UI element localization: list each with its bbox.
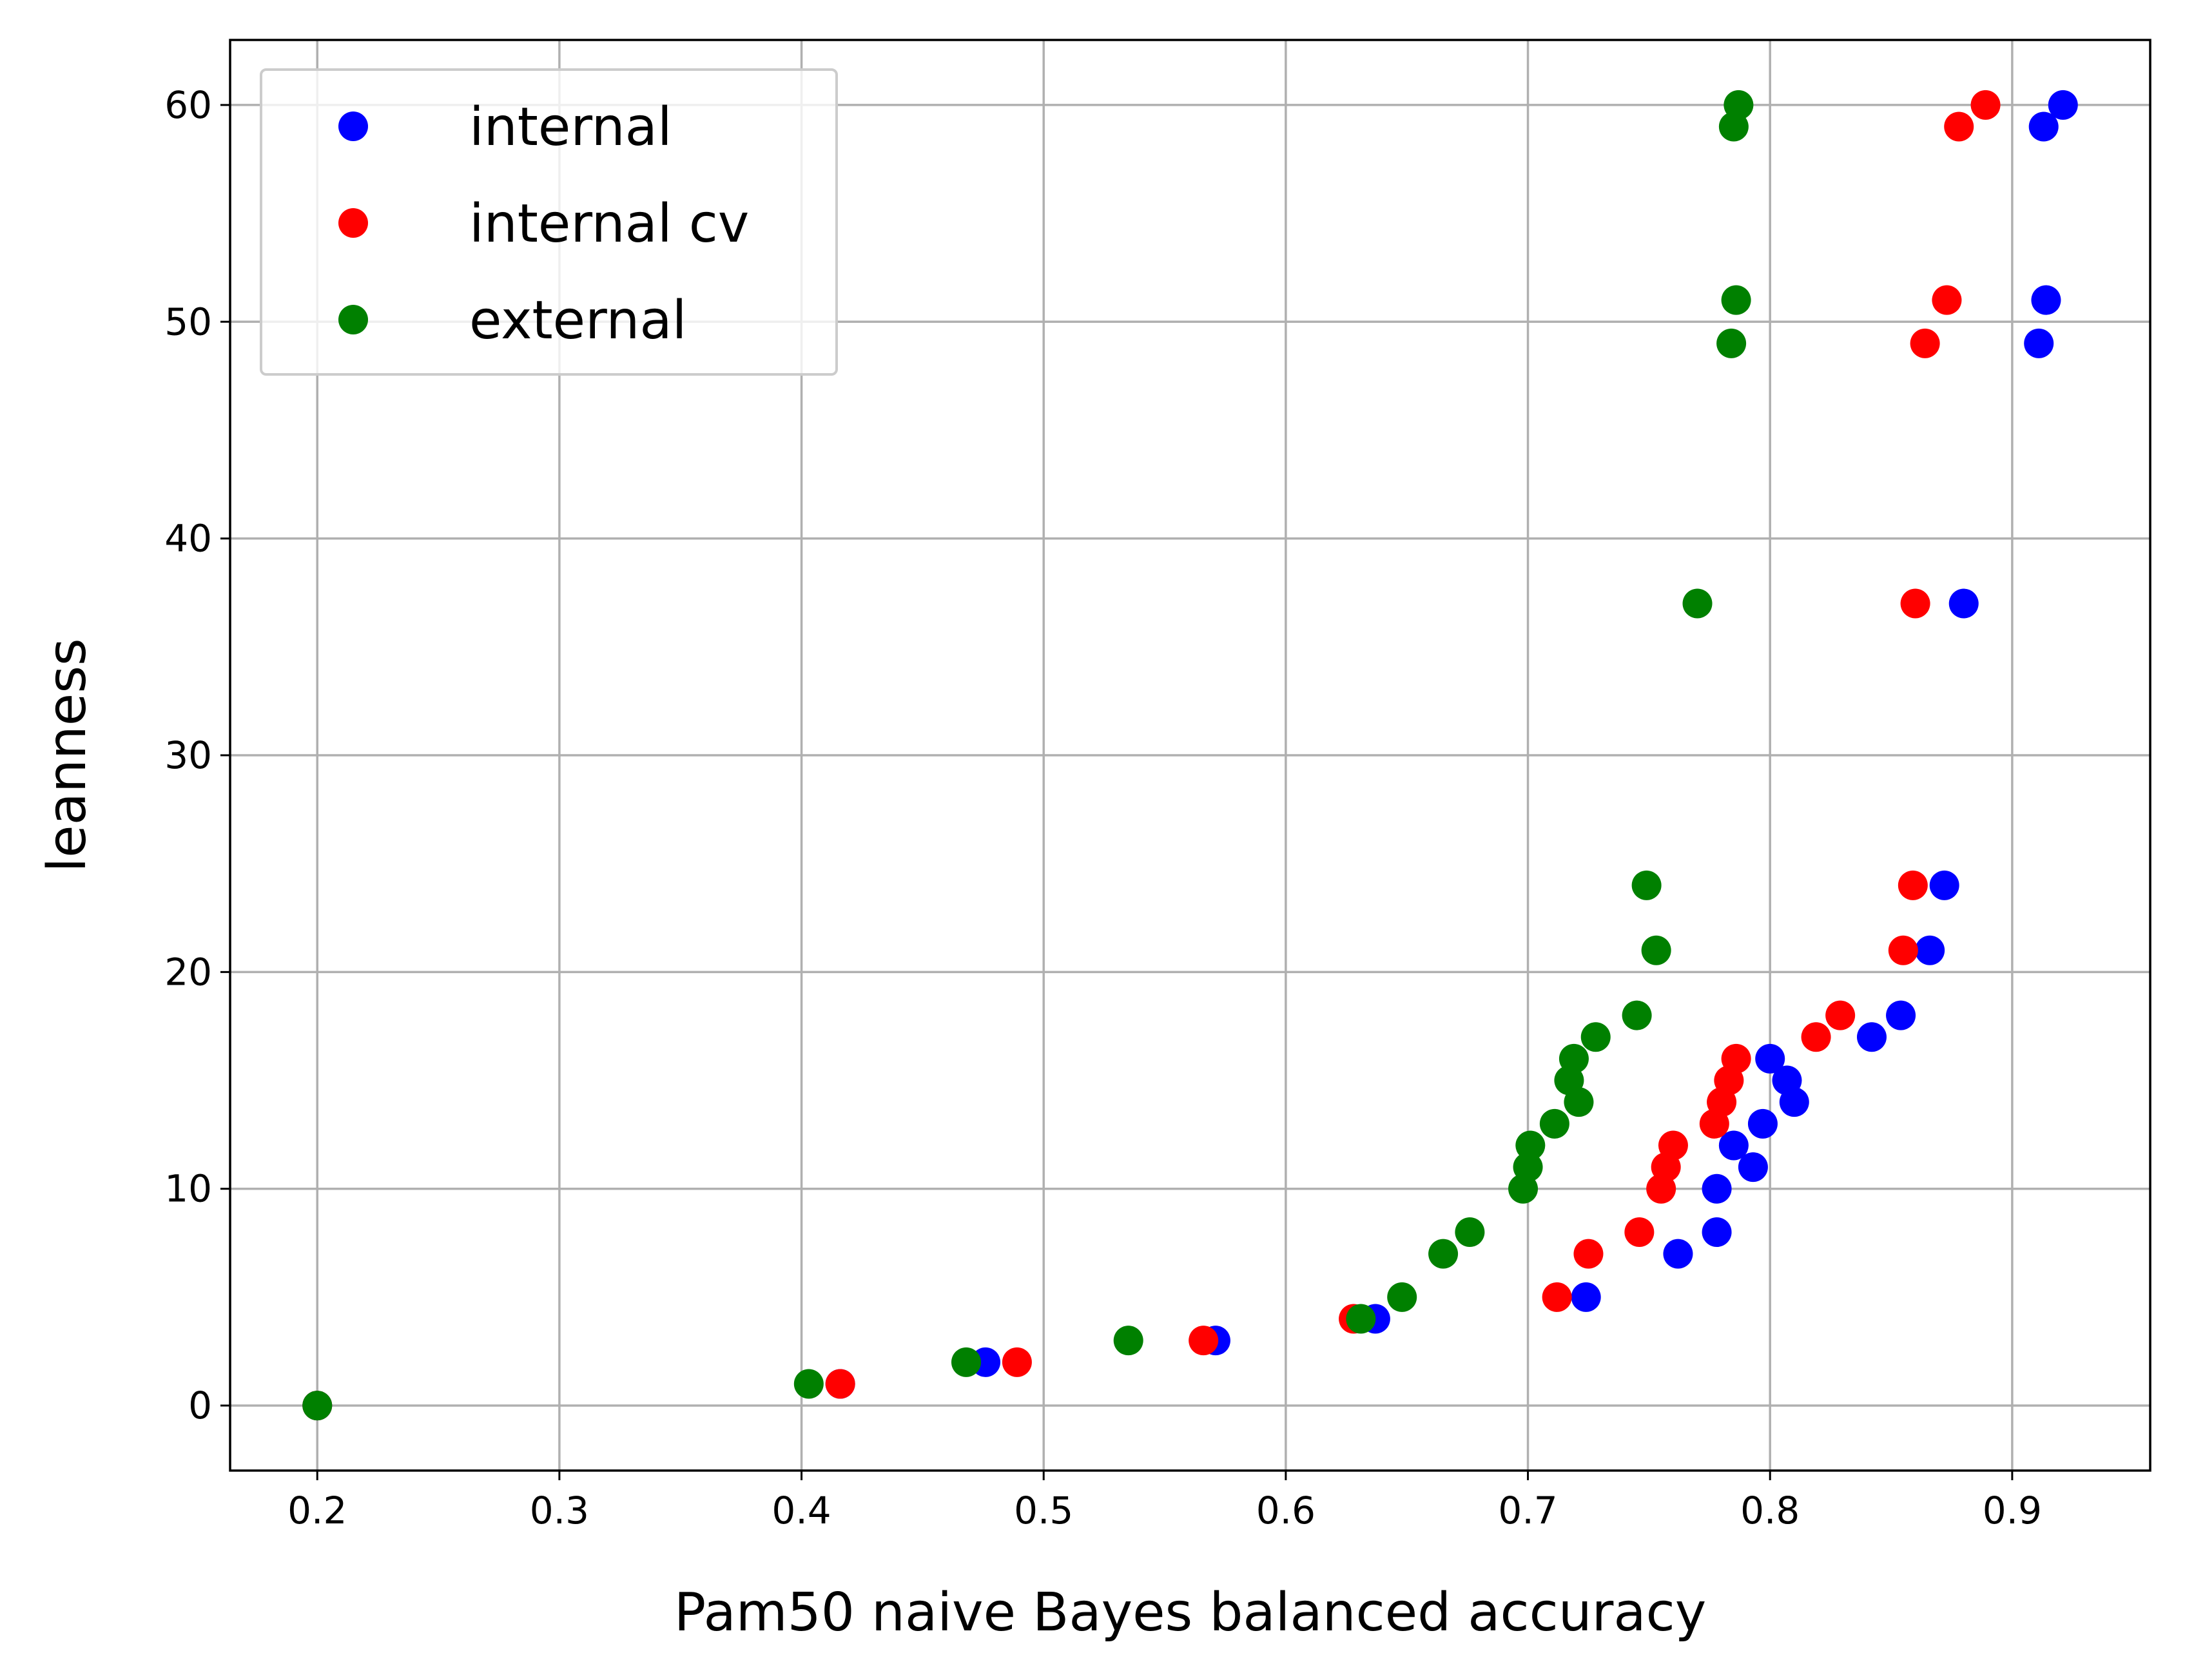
y-tick-label: 50 bbox=[164, 300, 212, 343]
data-point bbox=[1580, 1022, 1611, 1052]
data-point bbox=[1428, 1239, 1459, 1269]
legend-label: internal bbox=[469, 97, 672, 158]
data-point bbox=[793, 1369, 824, 1399]
data-point bbox=[1929, 870, 1959, 900]
data-point bbox=[1801, 1022, 1831, 1052]
series-internal-cv bbox=[302, 90, 2001, 1421]
data-point bbox=[1658, 1130, 1688, 1161]
y-axis-ticks: 0 10 20 30 40 50 60 bbox=[164, 83, 230, 1427]
data-point bbox=[2031, 285, 2061, 315]
data-point bbox=[1539, 1108, 1569, 1139]
legend-marker bbox=[338, 208, 368, 238]
data-point bbox=[1002, 1347, 1032, 1377]
data-point bbox=[2028, 111, 2059, 142]
data-point bbox=[1113, 1326, 1143, 1356]
data-point bbox=[1702, 1173, 1732, 1204]
data-point bbox=[1747, 1108, 1778, 1139]
y-axis-label: leanness bbox=[37, 638, 98, 872]
data-point bbox=[1915, 935, 1945, 965]
data-point bbox=[1948, 588, 1979, 619]
data-point bbox=[1886, 1000, 1916, 1030]
data-point bbox=[1455, 1217, 1485, 1247]
data-point bbox=[1346, 1304, 1376, 1334]
data-point bbox=[1716, 328, 1747, 358]
data-point bbox=[1898, 870, 1928, 900]
x-tick-label: 0.9 bbox=[1983, 1489, 2042, 1532]
data-point bbox=[1772, 1065, 1802, 1096]
series-external bbox=[302, 90, 1754, 1421]
y-tick-label: 10 bbox=[164, 1167, 212, 1211]
legend-label: internal cv bbox=[469, 193, 749, 255]
data-point bbox=[1559, 1043, 1589, 1074]
data-point bbox=[1932, 285, 1962, 315]
series-internal bbox=[302, 90, 2078, 1421]
x-tick-label: 0.4 bbox=[772, 1489, 831, 1532]
y-tick-label: 40 bbox=[164, 517, 212, 561]
x-tick-label: 0.2 bbox=[287, 1489, 347, 1532]
legend-item: internal cv bbox=[338, 193, 749, 255]
legend-item: external bbox=[338, 290, 686, 351]
data-point bbox=[1944, 111, 1974, 142]
data-point bbox=[1724, 90, 1754, 120]
data-point bbox=[1622, 1000, 1652, 1030]
data-point bbox=[1189, 1326, 1219, 1356]
data-point bbox=[1663, 1239, 1693, 1269]
y-tick-label: 30 bbox=[164, 733, 212, 777]
x-tick-label: 0.7 bbox=[1498, 1489, 1557, 1532]
legend-label: external bbox=[469, 290, 686, 351]
data-point bbox=[2024, 328, 2054, 358]
legend-marker bbox=[338, 111, 368, 141]
legend: internal internal cv external bbox=[260, 68, 838, 376]
data-point bbox=[1970, 90, 2001, 120]
data-point bbox=[1641, 935, 1671, 965]
data-point bbox=[1542, 1282, 1572, 1312]
data-point bbox=[2048, 90, 2078, 120]
data-point bbox=[1721, 285, 1751, 315]
x-axis-label: Pam50 naive Bayes balanced accuracy bbox=[674, 1582, 1707, 1643]
data-point bbox=[951, 1347, 982, 1377]
data-point bbox=[302, 1391, 333, 1421]
y-tick-label: 20 bbox=[164, 950, 212, 994]
legend-box bbox=[260, 68, 838, 376]
x-tick-label: 0.3 bbox=[530, 1489, 589, 1532]
data-point bbox=[1825, 1000, 1856, 1030]
data-points bbox=[302, 90, 2078, 1421]
y-tick-label: 0 bbox=[188, 1384, 212, 1427]
data-point bbox=[1573, 1239, 1604, 1269]
data-point bbox=[1721, 1043, 1751, 1074]
data-point bbox=[1571, 1282, 1601, 1312]
y-tick-label: 60 bbox=[164, 83, 212, 127]
data-point bbox=[1682, 588, 1713, 619]
data-point bbox=[1631, 870, 1662, 900]
legend-item: internal bbox=[338, 97, 672, 158]
data-point bbox=[1888, 935, 1918, 965]
data-point bbox=[825, 1369, 855, 1399]
data-point bbox=[1624, 1217, 1655, 1247]
data-point bbox=[1755, 1043, 1785, 1074]
data-point bbox=[1387, 1282, 1417, 1312]
x-tick-label: 0.6 bbox=[1256, 1489, 1316, 1532]
data-point bbox=[1515, 1130, 1546, 1161]
data-point bbox=[1900, 588, 1930, 619]
data-point bbox=[1738, 1152, 1768, 1183]
legend-marker bbox=[338, 305, 368, 334]
data-point bbox=[1718, 1130, 1749, 1161]
data-point bbox=[1702, 1217, 1732, 1247]
x-tick-label: 0.8 bbox=[1740, 1489, 1800, 1532]
x-axis-ticks: 0.2 0.3 0.4 0.5 0.6 0.7 0.8 0.9 bbox=[287, 1471, 2042, 1532]
data-point bbox=[1856, 1022, 1887, 1052]
data-point bbox=[1513, 1152, 1543, 1183]
x-tick-label: 0.5 bbox=[1014, 1489, 1073, 1532]
data-point bbox=[1910, 328, 1940, 358]
